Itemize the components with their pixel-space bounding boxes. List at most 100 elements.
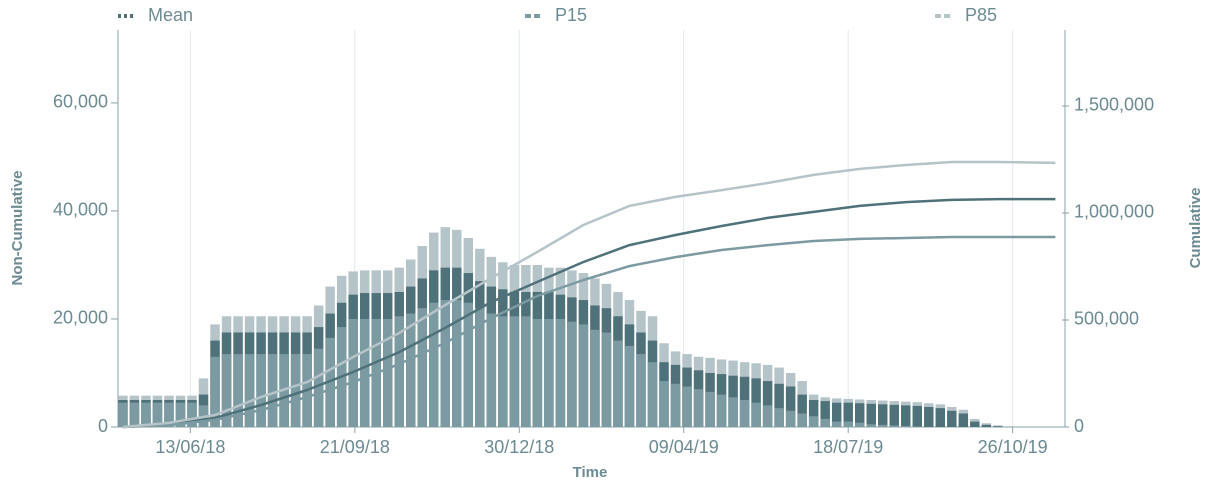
- bar: [624, 345, 635, 427]
- y2-tick-label: 1,500,000: [1074, 95, 1154, 115]
- legend-label: Mean: [148, 5, 193, 25]
- y2-axis-label: Cumulative: [1187, 188, 1204, 269]
- y-tick-label: 20,000: [53, 308, 108, 328]
- bar: [233, 354, 243, 427]
- bar: [256, 354, 266, 427]
- bar: [693, 389, 704, 427]
- bar: [924, 407, 934, 427]
- bar: [267, 354, 278, 427]
- bar: [601, 332, 612, 427]
- x-tick-label: 26/10/19: [978, 437, 1048, 457]
- bar: [175, 402, 186, 427]
- bar: [878, 424, 888, 427]
- bar: [808, 416, 819, 427]
- bar: [878, 404, 888, 427]
- bar: [210, 356, 220, 427]
- bar: [452, 300, 462, 427]
- bar: [808, 399, 819, 427]
- bar: [785, 410, 796, 427]
- bar: [509, 316, 520, 427]
- bar: [728, 397, 738, 427]
- bar: [118, 402, 128, 427]
- bar: [498, 316, 508, 427]
- y2-tick-label: 500,000: [1074, 309, 1139, 329]
- bar: [797, 394, 807, 427]
- bar: [521, 316, 531, 427]
- x-axis-label: Time: [573, 464, 608, 481]
- bar: [475, 308, 485, 427]
- cumulative-line: [122, 160, 1056, 429]
- x-tick-label: 30/12/18: [484, 437, 554, 457]
- bar: [290, 354, 301, 427]
- y-tick-label: 0: [98, 416, 108, 436]
- bar: [889, 404, 899, 427]
- bar: [970, 421, 980, 427]
- bar: [705, 391, 715, 427]
- cumulative-line: [122, 197, 1056, 429]
- bar: [486, 313, 497, 427]
- bar: [751, 402, 761, 427]
- y2-tick-label: 1,000,000: [1074, 202, 1154, 222]
- bar: [544, 318, 554, 427]
- bar: [578, 324, 589, 427]
- bar: [555, 318, 566, 427]
- x-tick-label: 09/04/19: [649, 437, 719, 457]
- bar: [164, 402, 174, 427]
- bar: [762, 381, 773, 427]
- bar: [613, 340, 623, 427]
- bar: [889, 425, 899, 427]
- bar: [935, 408, 946, 427]
- bar: [463, 302, 474, 427]
- bar: [532, 318, 543, 427]
- bar: [647, 362, 658, 427]
- bar: [958, 413, 969, 427]
- bar: [831, 402, 842, 427]
- bar: [739, 399, 750, 427]
- bar: [670, 383, 681, 427]
- bar: [901, 425, 911, 427]
- bar: [831, 421, 842, 427]
- bar: [843, 402, 853, 427]
- bar: [854, 403, 865, 427]
- bar: [141, 402, 151, 427]
- bar: [912, 426, 922, 427]
- bar: [981, 424, 992, 427]
- bar: [187, 402, 197, 427]
- bar: [440, 300, 450, 427]
- y-axis-label: Non-Cumulative: [9, 170, 26, 285]
- bar: [820, 401, 830, 427]
- bar: [429, 302, 439, 427]
- bar: [774, 383, 784, 427]
- bar: [417, 308, 427, 427]
- bar: [129, 402, 140, 427]
- bar: [682, 386, 692, 427]
- bar: [244, 354, 255, 427]
- bar: [567, 321, 577, 427]
- bar: [947, 410, 957, 427]
- bar: [716, 394, 727, 427]
- bar: [774, 408, 784, 427]
- y-tick-label: 40,000: [53, 200, 108, 220]
- y-tick-label: 60,000: [53, 92, 108, 112]
- x-tick-label: 18/07/19: [813, 437, 883, 457]
- bar: [843, 421, 853, 427]
- bar: [912, 405, 922, 427]
- cumulative-line: [122, 235, 1056, 429]
- bar: [762, 405, 773, 427]
- bar: [221, 354, 232, 427]
- legend-label: P15: [555, 5, 587, 25]
- bar: [359, 318, 370, 427]
- bar: [901, 405, 911, 427]
- bar: [590, 329, 600, 427]
- bar: [820, 418, 830, 427]
- bar: [406, 313, 416, 427]
- bar: [382, 318, 393, 427]
- bar: [993, 426, 1003, 427]
- x-tick-label: 13/06/18: [155, 437, 225, 457]
- bar: [866, 403, 876, 427]
- bar: [325, 337, 335, 427]
- x-tick-label: 21/09/18: [320, 437, 390, 457]
- bar: [313, 348, 324, 427]
- legend-label: P85: [965, 5, 997, 25]
